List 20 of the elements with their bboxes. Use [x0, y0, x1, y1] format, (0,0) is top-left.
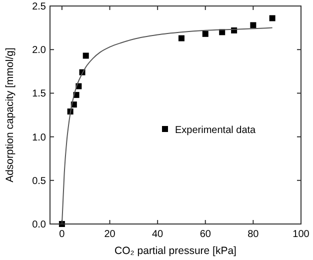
- x-axis-title: CO₂ partial pressure [kPa]: [114, 245, 237, 257]
- point: [269, 15, 276, 22]
- point: [178, 35, 184, 42]
- x-tick-label: 20: [104, 229, 116, 240]
- x-tick-label: 40: [152, 229, 164, 240]
- x-tick-label: 80: [248, 229, 260, 240]
- x-tick-label: 60: [200, 229, 212, 240]
- y-tick-label: 0.5: [32, 176, 46, 187]
- point: [82, 52, 89, 59]
- legend-label: Experimental data: [175, 125, 256, 136]
- y-axis-title: Adsorption capacity [mmol/g]: [4, 48, 16, 182]
- x-tick-label: 100: [292, 229, 310, 240]
- y-tick-label: 0.0: [32, 220, 46, 230]
- point: [202, 30, 208, 37]
- x-tick-label: 0: [59, 229, 66, 240]
- y-tick-label: 1.5: [32, 88, 46, 100]
- point: [250, 22, 256, 28]
- y-tick-label: 2.5: [32, 2, 46, 12]
- y-tick-label: 2.0: [32, 45, 46, 56]
- y-tick-label: 1.0: [32, 132, 46, 144]
